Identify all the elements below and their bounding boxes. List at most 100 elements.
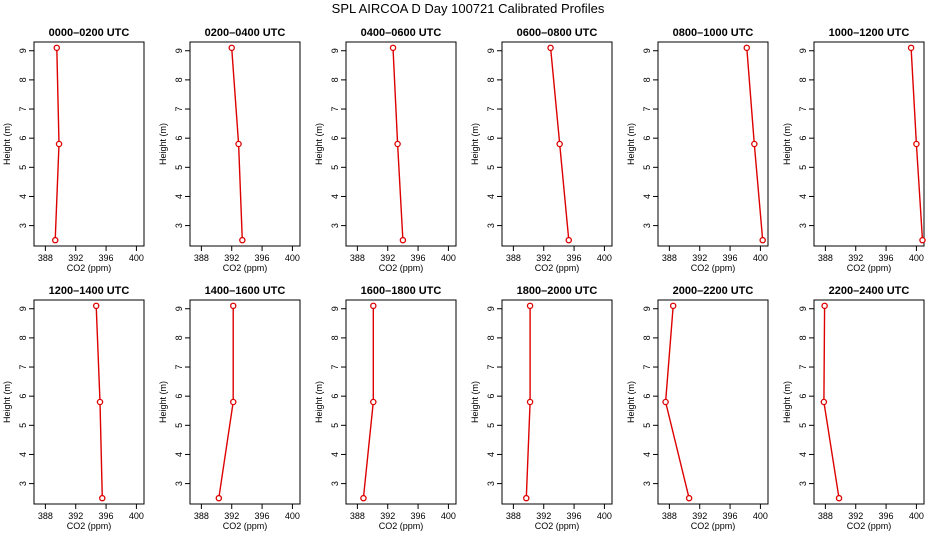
y-tick-label: 8 (18, 77, 28, 82)
y-tick-label: 9 (642, 48, 652, 53)
data-point (229, 302, 237, 310)
panel-title: 1800–2000 UTC (517, 285, 598, 297)
x-tick-label: 400 (441, 511, 456, 521)
x-tick-label: 392 (692, 253, 707, 263)
y-tick-label: 8 (174, 77, 184, 82)
x-axis-label: CO2 (ppm) (379, 521, 424, 531)
y-tick-label: 5 (798, 423, 808, 428)
panel-2: 0400–0600 UTC 388 392 396 400 3 4 5 6 7 8 9 CO2 (ppm… (314, 27, 457, 273)
data-point (523, 494, 530, 502)
x-axis-label: CO2 (ppm) (67, 263, 112, 273)
y-tick-label: 3 (798, 223, 808, 228)
data-point (662, 398, 669, 406)
x-tick-label: 396 (99, 253, 114, 263)
data-point (96, 398, 104, 406)
y-axis-label: Height (m) (158, 381, 168, 423)
data-point (565, 236, 573, 244)
x-tick-label: 392 (68, 253, 83, 263)
y-axis-label: Height (m) (626, 381, 636, 423)
y-tick-label: 9 (486, 48, 496, 53)
x-axis-label: CO2 (ppm) (223, 521, 268, 531)
x-tick-label: 396 (567, 511, 582, 521)
x-tick-label: 392 (224, 253, 239, 263)
panel-title: 1400–1600 UTC (205, 285, 286, 297)
y-tick-label: 3 (798, 481, 808, 486)
x-tick-label: 400 (129, 511, 144, 521)
plot-frame (189, 299, 301, 505)
y-tick-label: 7 (486, 365, 496, 370)
y-tick-label: 8 (798, 335, 808, 340)
y-tick-label: 5 (642, 423, 652, 428)
y-tick-label: 5 (174, 423, 184, 428)
x-tick-label: 400 (285, 253, 300, 263)
plot-frame (345, 299, 457, 505)
data-point (53, 44, 61, 52)
y-tick-label: 6 (486, 136, 496, 141)
panel-title: 0800–1000 UTC (673, 27, 754, 39)
x-axis-label: CO2 (ppm) (847, 263, 892, 273)
x-tick-label: 396 (723, 253, 738, 263)
data-point (235, 140, 242, 148)
x-tick-label: 400 (597, 511, 612, 521)
panel-8: 1600–1800 UTC 388 392 396 400 3 4 5 6 7 8 9 CO2 (ppm… (314, 285, 457, 531)
y-tick-label: 3 (330, 223, 340, 228)
y-tick-label: 5 (18, 165, 28, 170)
data-point (821, 302, 828, 310)
y-tick-label: 4 (330, 452, 340, 457)
data-point (215, 494, 223, 502)
panel-title: 0600–0800 UTC (517, 27, 598, 39)
y-axis-label: Height (m) (2, 381, 12, 423)
y-tick-label: 6 (174, 394, 184, 399)
y-tick-label: 5 (486, 423, 496, 428)
y-axis-label: Height (m) (782, 381, 792, 423)
x-tick-label: 388 (350, 511, 365, 521)
y-tick-label: 5 (798, 165, 808, 170)
data-point (526, 302, 534, 310)
y-tick-label: 6 (642, 394, 652, 399)
x-tick-label: 388 (662, 511, 677, 521)
x-tick-label: 388 (38, 511, 53, 521)
plot-frame (189, 41, 301, 247)
y-tick-label: 8 (174, 335, 184, 340)
data-point (743, 44, 751, 52)
panel-title: 2000–2200 UTC (673, 285, 754, 297)
panel-title: 0200–0400 UTC (205, 27, 286, 39)
y-tick-label: 9 (174, 48, 184, 53)
data-point (370, 302, 377, 310)
panel-0: 0000–0200 UTC 388 392 396 400 3 4 5 6 7 8 9 CO2 (ppm… (2, 27, 145, 273)
x-tick-label: 396 (255, 253, 270, 263)
y-tick-label: 9 (330, 48, 340, 53)
panel-title: 0400–0600 UTC (361, 27, 442, 39)
x-tick-label: 392 (380, 253, 395, 263)
y-tick-label: 9 (642, 306, 652, 311)
plot-frame (501, 299, 613, 505)
x-tick-label: 388 (506, 511, 521, 521)
y-tick-label: 7 (798, 365, 808, 370)
y-tick-label: 9 (174, 306, 184, 311)
data-point (685, 494, 693, 502)
y-tick-label: 6 (174, 136, 184, 141)
y-tick-label: 7 (18, 365, 28, 370)
panel-7: 1400–1600 UTC 388 392 396 400 3 4 5 6 7 8 9 CO2 (ppm… (158, 285, 301, 531)
y-tick-label: 8 (330, 77, 340, 82)
data-point (907, 44, 915, 52)
y-tick-label: 4 (18, 452, 28, 457)
y-tick-label: 4 (330, 194, 340, 199)
y-tick-label: 9 (18, 48, 28, 53)
y-tick-label: 5 (330, 165, 340, 170)
panel-9: 1800–2000 UTC 388 392 396 400 3 4 5 6 7 8 9 CO2 (ppm… (470, 285, 613, 531)
y-tick-label: 3 (330, 481, 340, 486)
y-axis-label: Height (m) (314, 381, 324, 423)
data-point (228, 44, 235, 52)
y-tick-label: 6 (642, 136, 652, 141)
x-tick-label: 400 (909, 511, 924, 521)
x-axis-label: CO2 (ppm) (535, 521, 580, 531)
data-point (556, 140, 563, 148)
y-tick-label: 3 (642, 481, 652, 486)
x-tick-label: 400 (909, 253, 924, 263)
y-tick-label: 3 (642, 223, 652, 228)
plot-frame (33, 299, 145, 505)
x-tick-label: 400 (441, 253, 456, 263)
profile-line (664, 305, 690, 499)
